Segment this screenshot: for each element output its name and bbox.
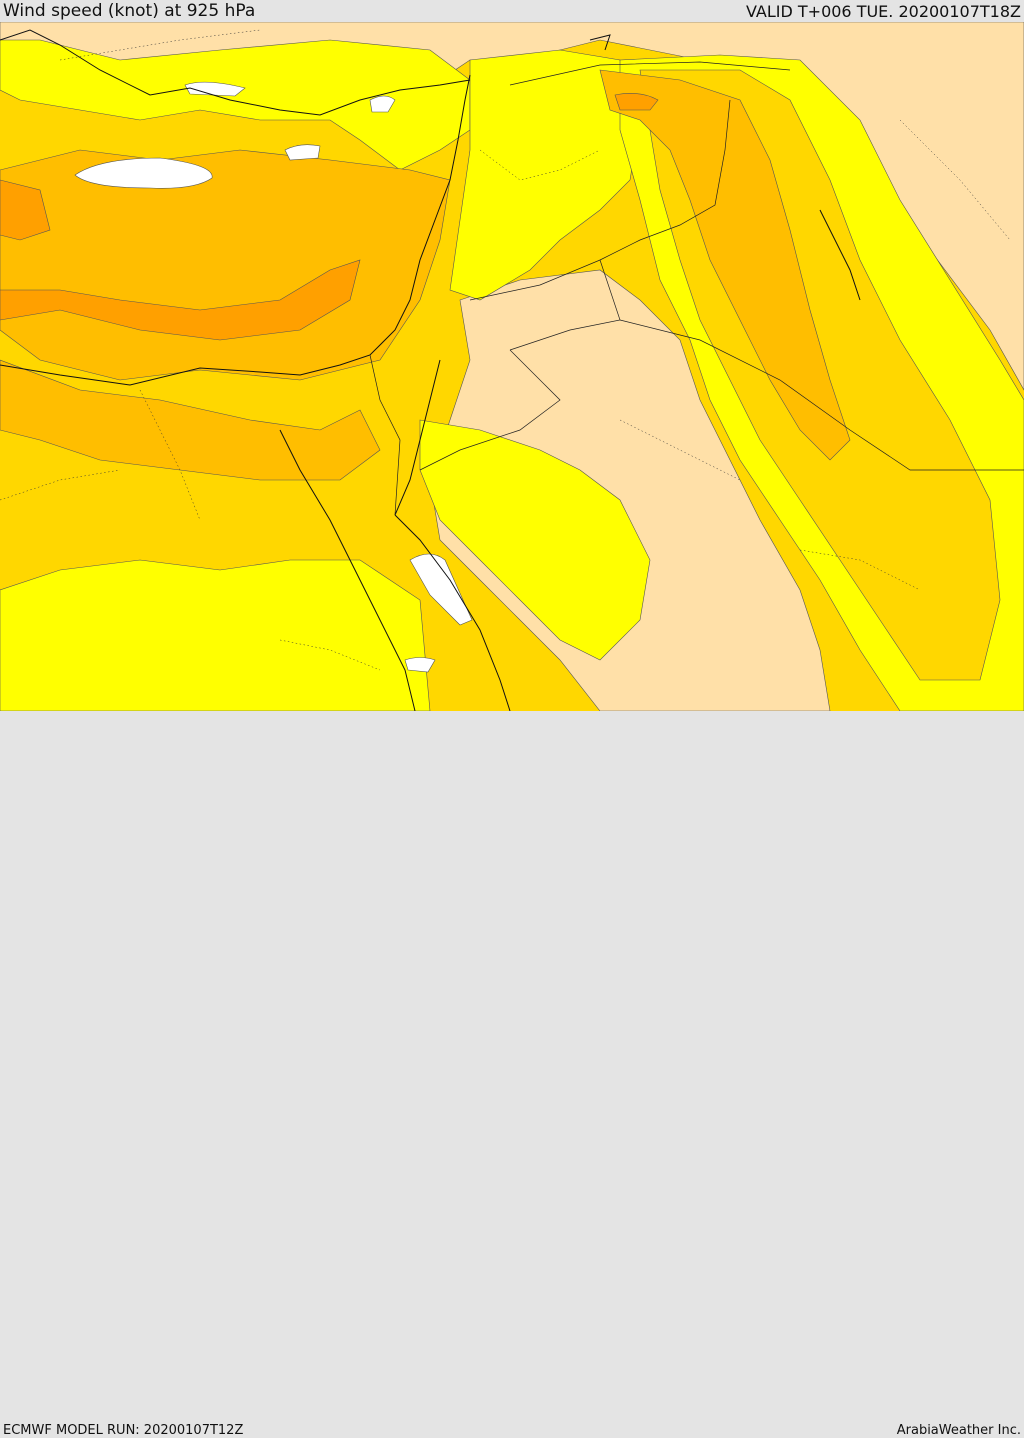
borders [369, 61, 1024, 516]
moderate-wind-turkey [0, 39, 471, 171]
calm-patch-redsea-south [404, 657, 436, 673]
footer-bar: ECMWF MODEL RUN: 20200107T12Z ArabiaWeat… [0, 711, 1024, 1438]
moderate-wind-jordan [419, 419, 651, 661]
wind-speed-map[interactable] [0, 22, 1024, 711]
province-lines [0, 29, 1011, 671]
valid-time: VALID T+006 TUE. 20200107T18Z [745, 2, 1021, 21]
very-strong-streak [0, 259, 361, 341]
chart-title: Wind speed (knot) at 925 hPa [3, 1, 256, 21]
strong-wind-mediterranean [0, 149, 451, 381]
calm-patch-north [184, 81, 246, 97]
model-run: ECMWF MODEL RUN: 20200107T12Z [3, 1423, 244, 1438]
calm-patch-redsea [409, 553, 473, 626]
header-bar: Wind speed (knot) at 925 hPa VALID T+006… [0, 0, 1024, 22]
calm-patch-turkey [369, 95, 396, 113]
map-canvas [0, 22, 1024, 711]
credit-label: ArabiaWeather Inc. [896, 1423, 1021, 1438]
strong-wind-egypt [0, 359, 381, 481]
calm-patch-sea [74, 157, 213, 189]
very-strong-iraq [614, 93, 659, 111]
calm-patch-cyprus [284, 144, 321, 161]
coastlines [0, 29, 861, 711]
very-strong-west [0, 179, 51, 241]
strong-wind-iraq [599, 69, 851, 461]
moderate-wind-egypt-south [0, 559, 431, 711]
